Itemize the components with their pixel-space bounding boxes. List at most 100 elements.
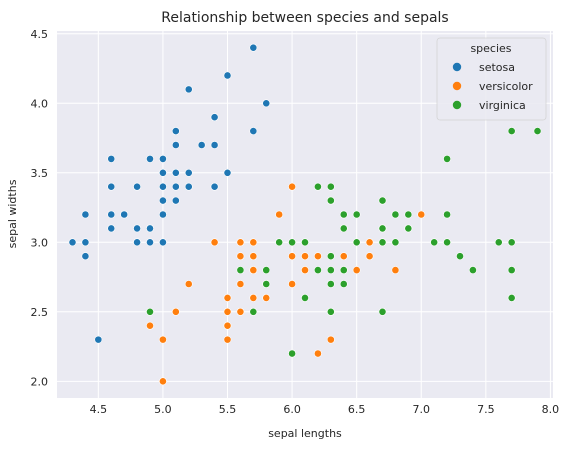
data-point <box>184 280 193 288</box>
x-tick-label: 8.0 <box>542 403 560 416</box>
data-point <box>249 294 258 302</box>
data-point <box>314 252 322 261</box>
data-point <box>159 196 167 205</box>
data-point <box>107 182 116 191</box>
data-point <box>275 238 284 247</box>
data-point <box>288 349 296 358</box>
data-point <box>159 154 167 163</box>
data-point <box>288 238 296 247</box>
data-point <box>249 307 258 316</box>
y-tick-label: 4.0 <box>31 97 49 110</box>
data-point <box>171 196 180 205</box>
data-point <box>197 141 206 149</box>
data-point <box>159 210 167 219</box>
data-point <box>223 168 232 177</box>
data-point <box>262 294 271 302</box>
data-point <box>314 349 322 358</box>
data-point <box>249 238 258 247</box>
data-point <box>378 238 387 247</box>
legend-label: setosa <box>479 61 515 74</box>
data-point <box>352 266 361 275</box>
data-point <box>184 168 193 177</box>
data-point <box>314 182 322 191</box>
data-point <box>262 99 271 108</box>
data-point <box>262 280 271 288</box>
data-point <box>339 280 348 288</box>
data-point <box>146 224 154 233</box>
data-point <box>249 252 258 261</box>
data-point <box>236 266 245 275</box>
data-point <box>391 210 400 219</box>
data-point <box>288 252 296 261</box>
data-point <box>326 280 335 288</box>
data-point <box>301 252 309 261</box>
data-point <box>133 238 141 247</box>
data-point <box>223 307 232 316</box>
data-points <box>68 43 542 386</box>
data-point <box>210 182 219 191</box>
data-point <box>236 238 245 247</box>
data-point <box>210 141 219 149</box>
data-point <box>171 168 180 177</box>
data-point <box>326 252 335 261</box>
data-point <box>249 127 258 135</box>
data-point <box>391 266 400 275</box>
data-point <box>469 266 477 275</box>
data-point <box>288 280 296 288</box>
x-axis-label: sepal lengths <box>268 427 342 440</box>
y-tick-label: 2.5 <box>31 306 49 319</box>
y-tick-labels: 2.0 2.5 3.0 3.5 4.0 4.5 <box>31 28 49 389</box>
data-point <box>68 238 77 247</box>
data-point <box>507 266 516 275</box>
data-point <box>378 224 387 233</box>
y-tick-label: 3.0 <box>31 236 49 249</box>
data-point <box>494 238 503 247</box>
data-point <box>171 141 180 149</box>
legend-label: virginica <box>479 99 526 112</box>
data-point <box>288 182 296 191</box>
x-tick-label: 5.5 <box>219 403 237 416</box>
data-point <box>159 238 167 247</box>
legend-title: species <box>470 42 511 55</box>
data-point <box>223 294 232 302</box>
data-point <box>326 307 335 316</box>
data-point <box>171 127 180 135</box>
data-point <box>184 85 193 94</box>
data-point <box>365 238 374 247</box>
data-point <box>236 280 245 288</box>
data-point <box>133 182 141 191</box>
data-point <box>507 127 516 135</box>
data-point <box>443 154 451 163</box>
data-point <box>146 154 154 163</box>
data-point <box>275 210 284 219</box>
data-point <box>326 182 335 191</box>
x-tick-label: 5.0 <box>154 403 172 416</box>
data-point <box>236 252 245 261</box>
data-point <box>184 182 193 191</box>
series-setosa <box>68 43 271 344</box>
data-point <box>107 154 116 163</box>
data-point <box>301 238 309 247</box>
y-axis-label: sepal widths <box>6 179 19 248</box>
data-point <box>171 307 180 316</box>
y-tick-label: 4.5 <box>31 28 49 41</box>
data-point <box>404 224 413 233</box>
data-point <box>146 321 154 330</box>
data-point <box>352 210 361 219</box>
data-point <box>210 238 219 247</box>
series-versicolor <box>146 182 426 386</box>
legend: species setosa versicolor virginica <box>436 37 547 121</box>
data-point <box>81 210 90 219</box>
data-point <box>171 182 180 191</box>
data-point <box>301 266 309 275</box>
legend-box <box>436 37 547 121</box>
data-point <box>339 266 348 275</box>
data-point <box>94 335 103 344</box>
data-point <box>81 238 90 247</box>
data-point <box>223 335 232 344</box>
data-point <box>81 252 90 261</box>
data-point <box>249 43 258 52</box>
data-point <box>456 252 464 261</box>
series-virginica <box>146 127 542 358</box>
